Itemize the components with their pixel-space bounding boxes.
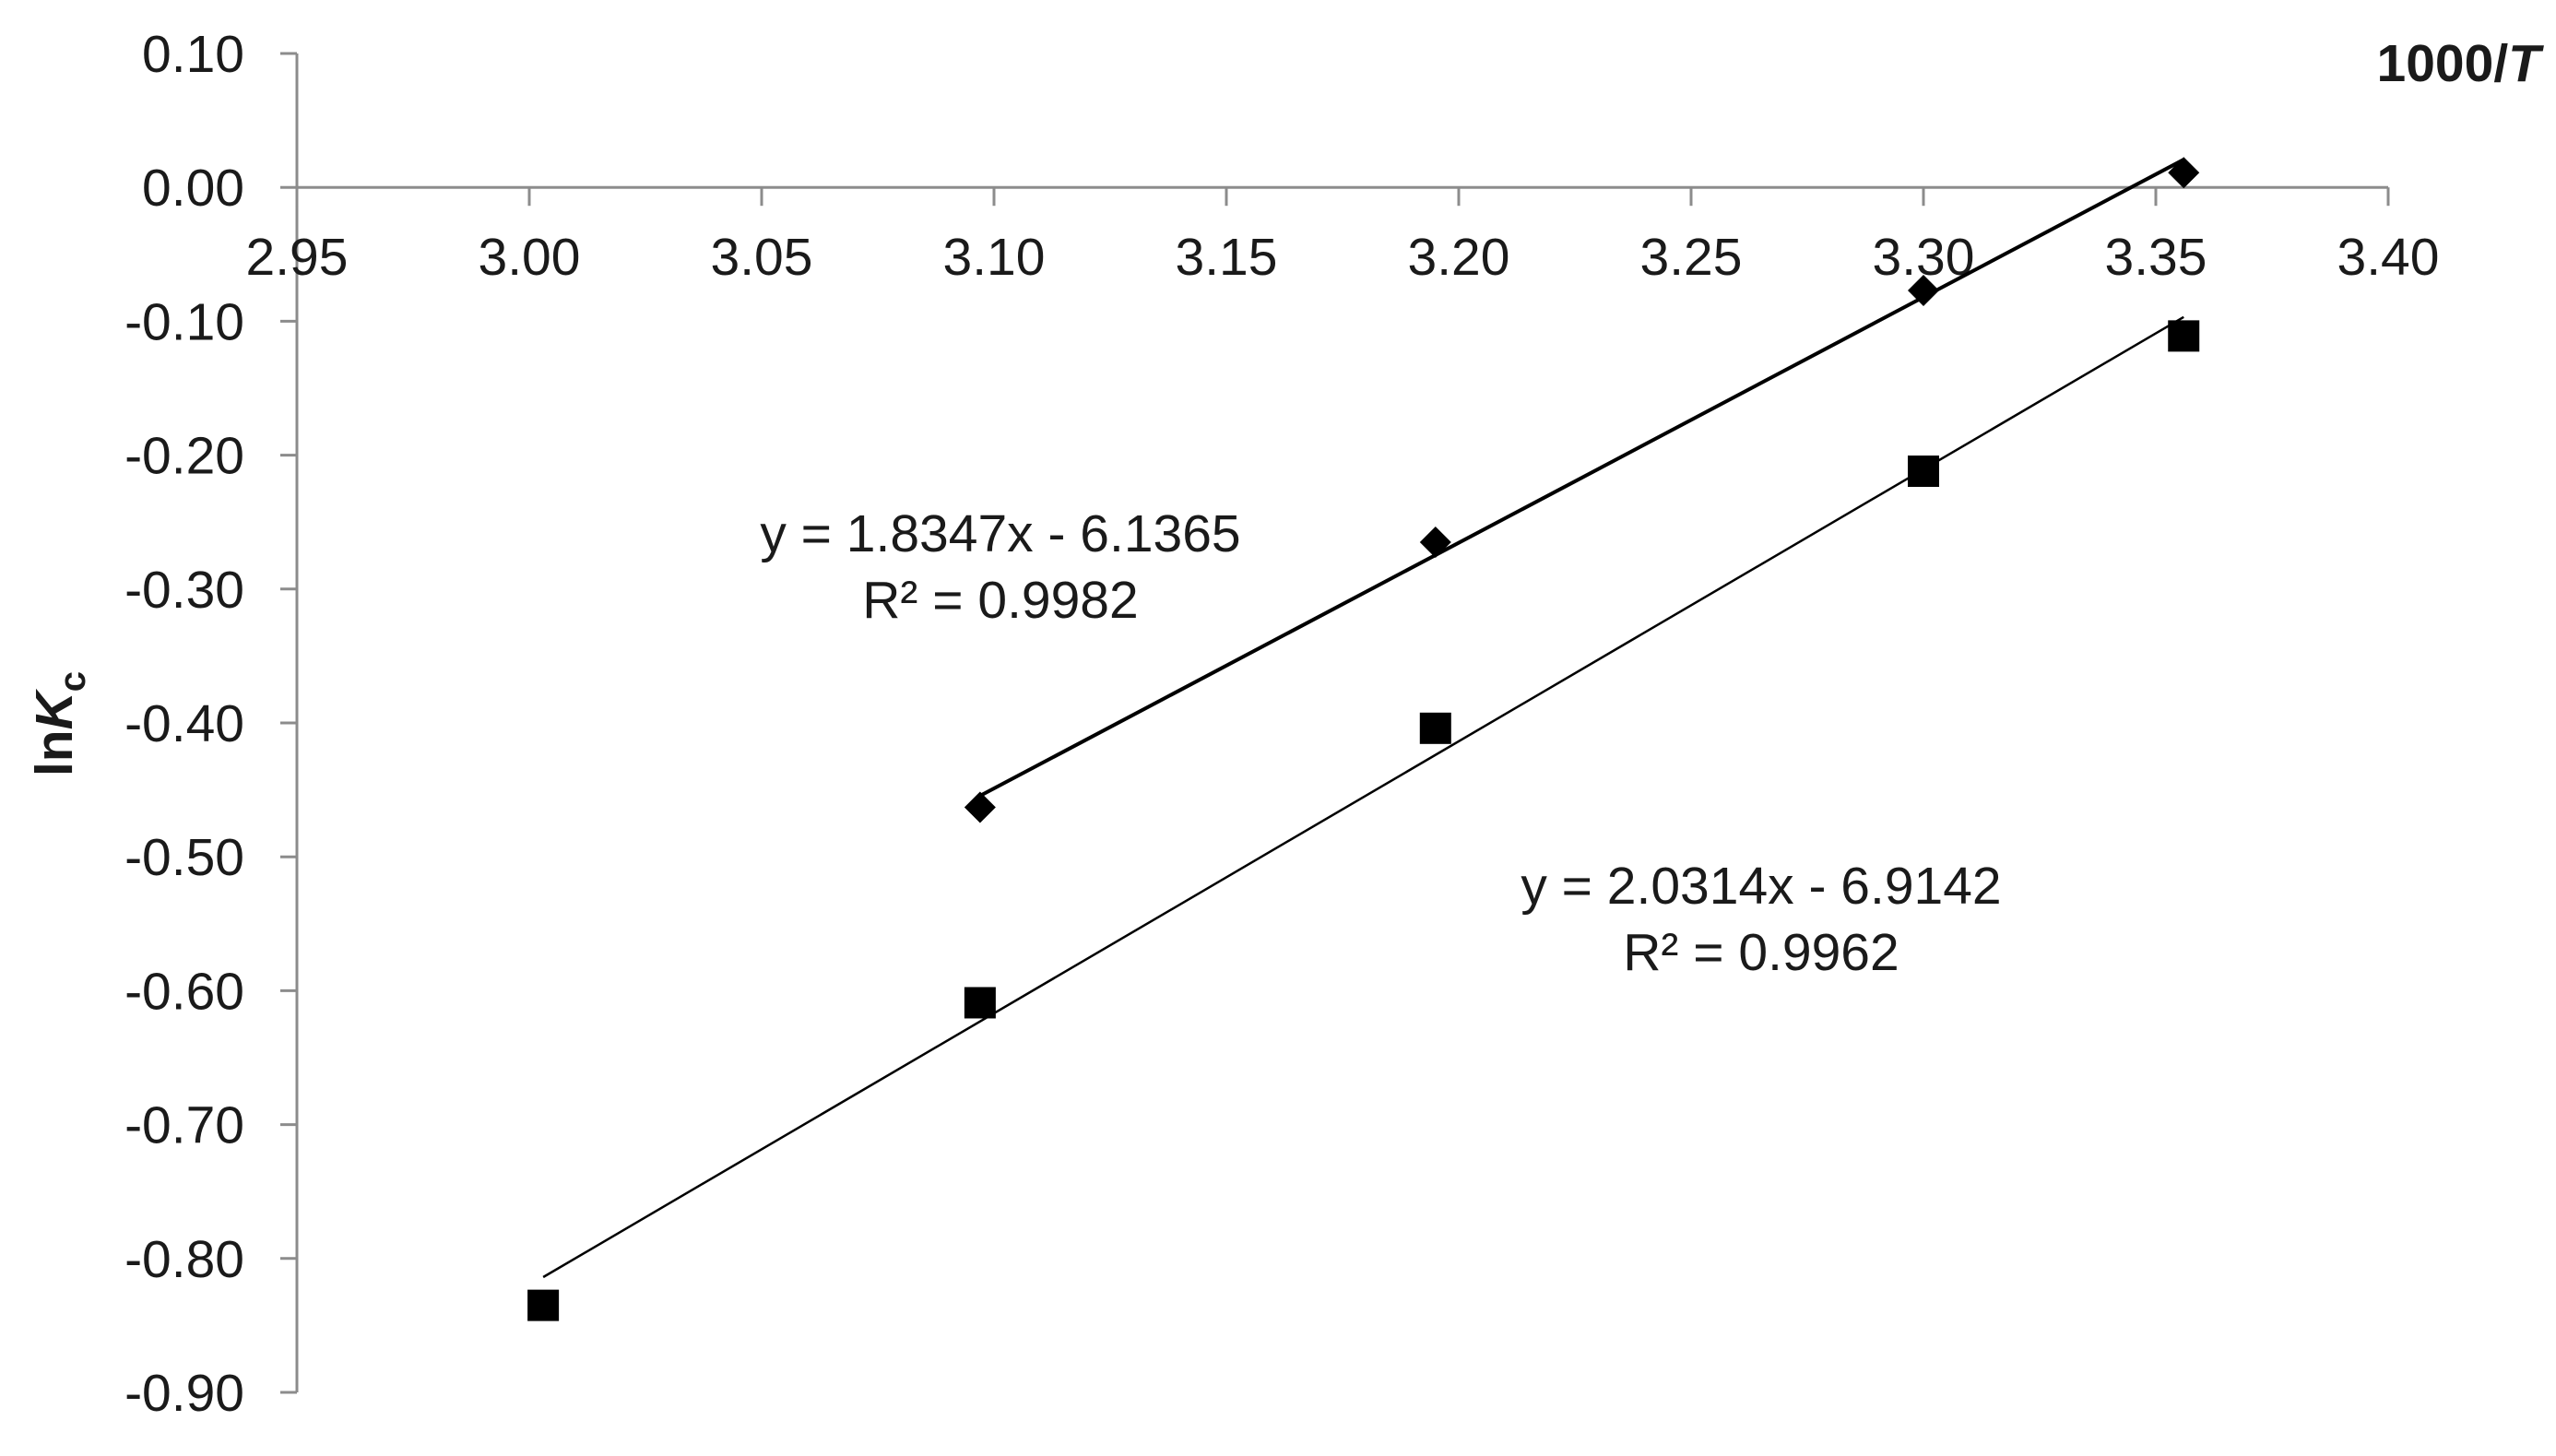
series-1-point xyxy=(964,791,996,823)
y-axis-title: lnKc xyxy=(25,671,93,776)
y-axis-title-subscript: c xyxy=(53,671,93,692)
series-2-point xyxy=(1908,456,1939,488)
y-axis-title-italic: K xyxy=(25,688,84,729)
x-tick-label: 2.95 xyxy=(246,228,349,287)
y-tick-label: -0.50 xyxy=(124,828,244,887)
series-2-point xyxy=(527,1289,560,1321)
x-tick-label: 3.00 xyxy=(479,228,581,287)
y-axis-title-prefix: ln xyxy=(25,729,84,776)
series-2-point xyxy=(2168,320,2200,352)
x-tick-label: 3.20 xyxy=(1408,228,1510,287)
x-tick-label: 3.25 xyxy=(1640,228,1743,287)
series-1-r2: R² = 0.9982 xyxy=(862,571,1138,630)
y-tick-label: -0.70 xyxy=(124,1096,244,1155)
series-1-point xyxy=(1908,275,1939,307)
trendlines xyxy=(542,158,2185,1279)
series-1-point xyxy=(2168,157,2200,189)
y-tick-label: 0.00 xyxy=(142,159,244,218)
x-axis-title: 1000/T xyxy=(2377,34,2545,93)
y-tick-label: 0.10 xyxy=(142,25,244,84)
x-tick-label: 3.10 xyxy=(943,228,1046,287)
y-tick-label: -0.80 xyxy=(124,1230,244,1289)
x-tick-label: 3.35 xyxy=(2105,228,2207,287)
y-tick-label: -0.60 xyxy=(124,962,244,1021)
y-tick-label: -0.20 xyxy=(124,427,244,486)
y-tick-label: -0.30 xyxy=(124,561,244,620)
series-1-point xyxy=(1419,526,1451,558)
series-2-r2: R² = 0.9962 xyxy=(1623,923,1899,982)
x-axis-title-prefix: 1000/ xyxy=(2377,34,2509,93)
series-2-point xyxy=(964,987,996,1019)
axes: 0.10 0.00 -0.10 -0.20 -0.30 -0.40 -0.50 -0.60 -0… xyxy=(124,25,2439,1423)
y-tick-label: -0.40 xyxy=(124,694,244,753)
y-tick-label: -0.10 xyxy=(124,292,244,351)
x-tick-label: 3.15 xyxy=(1176,228,1278,287)
series-1-equation: y = 1.8347x - 6.1365 xyxy=(760,504,1240,563)
series-1-trendline xyxy=(978,158,2185,798)
x-tick-label: 3.40 xyxy=(2337,228,2440,287)
y-tick-label: -0.90 xyxy=(124,1364,244,1423)
data-markers xyxy=(527,157,2200,1321)
series-2-point xyxy=(1419,712,1451,744)
x-tick-label: 3.05 xyxy=(711,228,813,287)
x-axis-title-italic: T xyxy=(2508,34,2544,93)
series-2-equation: y = 2.0314x - 6.9142 xyxy=(1521,857,2001,916)
